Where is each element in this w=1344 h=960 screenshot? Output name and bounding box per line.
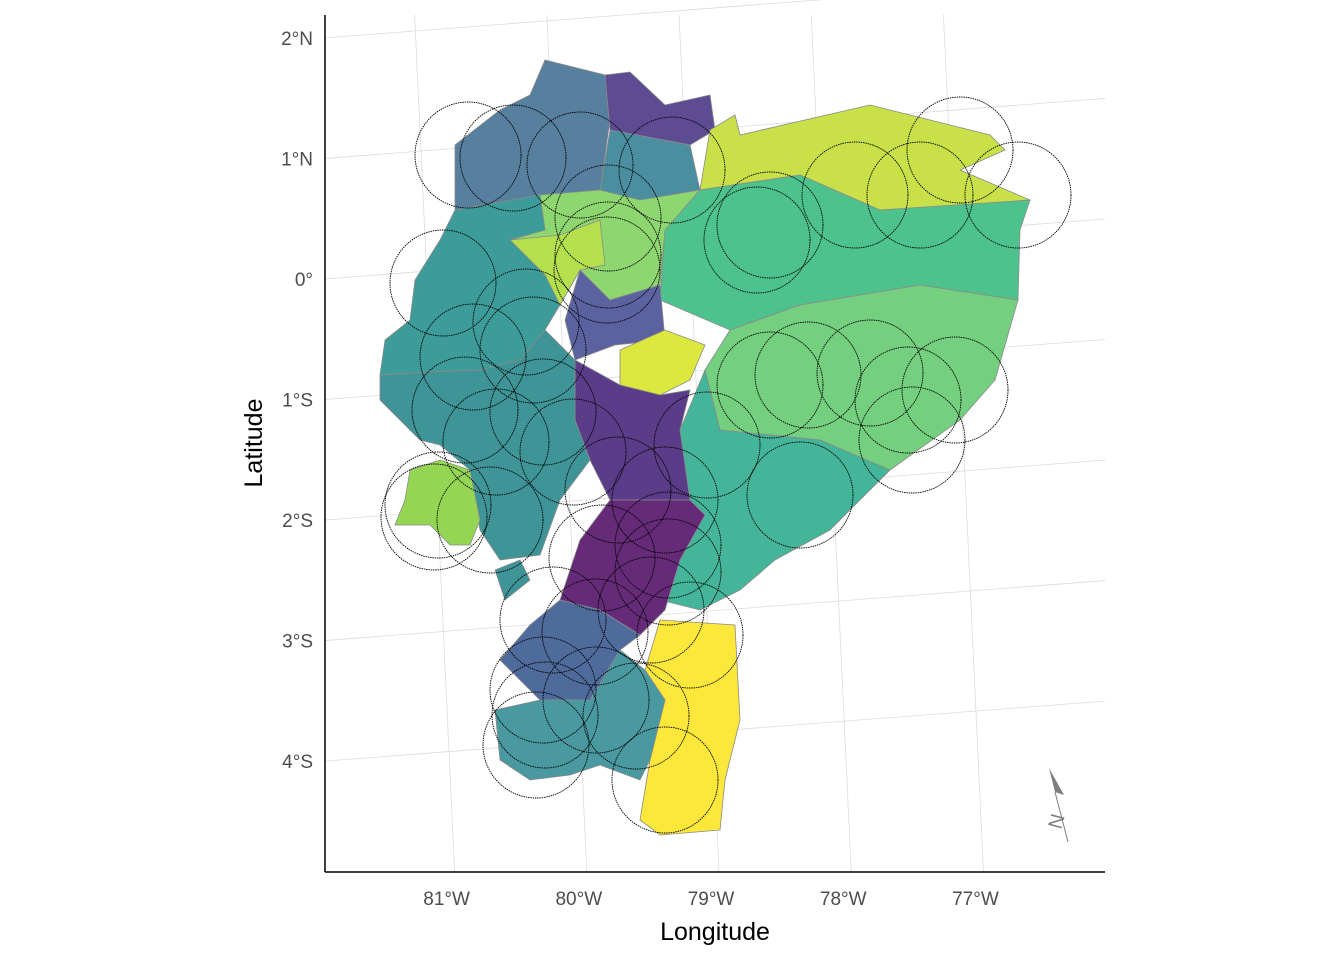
island bbox=[494, 559, 531, 601]
buffer-circle bbox=[816, 319, 924, 427]
buffer-circle bbox=[389, 229, 497, 337]
buffer-circle bbox=[597, 556, 705, 664]
x-tick-label: 77°W bbox=[952, 889, 999, 910]
x-tick-label: 79°W bbox=[688, 889, 735, 910]
north-arrow-shaft bbox=[1054, 791, 1069, 843]
buffer-circle bbox=[414, 101, 522, 209]
buffer-circle bbox=[614, 491, 722, 599]
buffer-circle bbox=[901, 336, 1009, 444]
grid-line bbox=[324, 580, 1106, 641]
buffer-circle bbox=[554, 201, 662, 309]
buffer-circle bbox=[542, 646, 650, 754]
buffer-circle bbox=[489, 358, 597, 466]
buffer-circle bbox=[614, 518, 722, 626]
province bbox=[394, 459, 481, 546]
buffer-circle bbox=[436, 466, 544, 574]
province bbox=[494, 649, 666, 781]
buffer-circle bbox=[653, 391, 761, 499]
buffer-circle bbox=[716, 171, 824, 279]
buffer-circle bbox=[384, 451, 492, 559]
buffer-circle bbox=[553, 216, 661, 324]
buffer-circle bbox=[482, 691, 590, 799]
buffer-circle bbox=[541, 578, 649, 686]
buffer-circle bbox=[964, 141, 1072, 249]
buffer-circle bbox=[442, 388, 550, 496]
north-label: N bbox=[1045, 812, 1070, 832]
buffer-circle bbox=[479, 296, 587, 404]
buffer-circle bbox=[554, 164, 662, 272]
buffer-circle bbox=[489, 636, 597, 744]
y-tick-label: 4°S bbox=[282, 752, 313, 773]
buffer-circle bbox=[548, 504, 656, 612]
buffer-circle bbox=[801, 141, 909, 249]
provinces bbox=[379, 59, 1032, 836]
y-tick-label: 0° bbox=[295, 270, 313, 291]
buffers bbox=[380, 96, 1072, 834]
buffer-circle bbox=[459, 104, 567, 212]
province bbox=[379, 329, 591, 561]
buffer-circle bbox=[582, 662, 690, 770]
y-tick-label: 2°S bbox=[282, 511, 313, 532]
buffer-circle bbox=[746, 441, 854, 549]
north-arrow-head bbox=[1049, 768, 1064, 795]
grid-line bbox=[324, 0, 823, 39]
y-tick-label: 3°S bbox=[282, 632, 313, 653]
buffer-circle bbox=[519, 398, 627, 506]
buffer-circle bbox=[472, 268, 580, 376]
buffer-circle bbox=[703, 186, 811, 294]
y-tick-label: 2°N bbox=[281, 29, 313, 50]
buffer-circle bbox=[611, 446, 719, 554]
x-axis-title: Longitude bbox=[660, 918, 770, 946]
buffer-circle bbox=[411, 356, 519, 464]
buffer-circle bbox=[716, 331, 824, 439]
buffer-circle bbox=[866, 141, 974, 249]
buffer-circle bbox=[636, 581, 744, 689]
buffer-circle bbox=[564, 436, 672, 544]
buffer-circle bbox=[854, 346, 962, 454]
y-tick-label: 1°S bbox=[282, 391, 313, 412]
buffer-circle bbox=[419, 303, 527, 411]
y-tick-label: 1°N bbox=[281, 149, 313, 170]
buffer-circle bbox=[858, 386, 966, 494]
x-tick-label: 81°W bbox=[423, 889, 470, 910]
buffer-circle bbox=[526, 111, 634, 219]
x-tick-label: 78°W bbox=[820, 889, 867, 910]
buffer-circle bbox=[499, 566, 607, 674]
buffer-circle bbox=[380, 463, 488, 571]
buffer-circle bbox=[611, 726, 719, 834]
buffer-circle bbox=[618, 116, 726, 224]
y-axis-title: Latitude bbox=[240, 399, 268, 488]
x-tick-label: 80°W bbox=[555, 889, 602, 910]
buffer-circle bbox=[906, 96, 1014, 204]
north-arrow: N bbox=[1045, 768, 1070, 843]
